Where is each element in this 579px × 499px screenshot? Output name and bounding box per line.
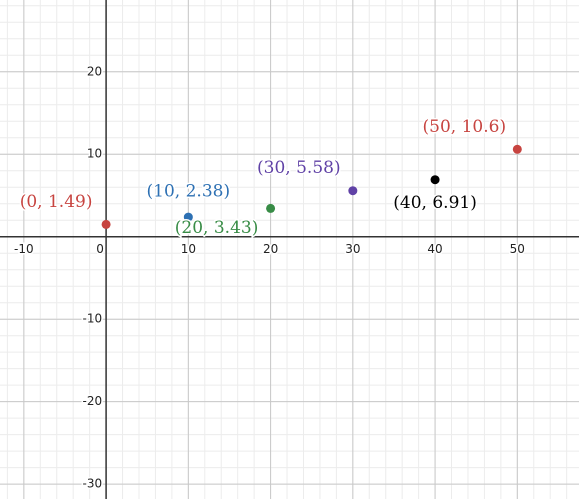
x-tick-label: 20 (263, 242, 278, 256)
point (512, 144, 522, 154)
x-tick-label: 50 (510, 242, 525, 256)
y-tick-label: 10 (87, 147, 102, 161)
point (266, 203, 276, 213)
y-tick-label: -30 (82, 477, 102, 491)
point-label: (10, 2.38) (147, 182, 231, 202)
x-tick-label: 0 (96, 242, 104, 256)
x-tick-label: 30 (345, 242, 360, 256)
point-label: (0, 1.49) (20, 192, 93, 212)
point (348, 186, 358, 196)
x-tick-label: 10 (181, 242, 196, 256)
point-label: (50, 10.6) (423, 117, 507, 137)
y-tick-label: 20 (87, 64, 102, 78)
point (101, 219, 111, 229)
point-label: (20, 3.43) (175, 218, 259, 238)
point-label: (30, 5.58) (257, 158, 341, 178)
point (430, 175, 440, 185)
x-tick-label: 40 (427, 242, 442, 256)
y-tick-label: -10 (82, 312, 102, 326)
x-tick-label: -10 (14, 242, 34, 256)
point (183, 212, 193, 222)
y-tick-label: -20 (82, 394, 102, 408)
point-label: (40, 6.91) (393, 193, 477, 213)
